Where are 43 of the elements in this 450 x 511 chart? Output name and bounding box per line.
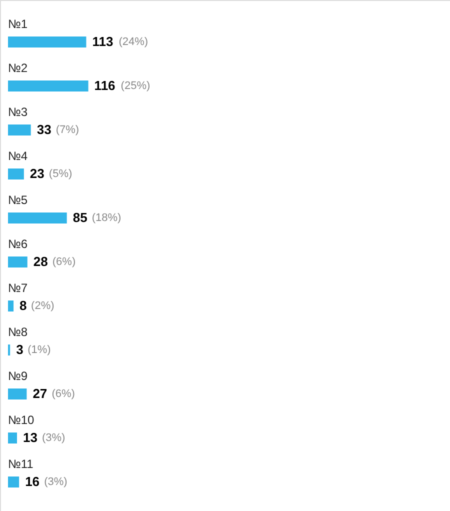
annotation: (2%): [31, 300, 54, 312]
y-tick-label: №9: [8, 369, 28, 383]
annotation: (7%): [56, 124, 80, 136]
data-label: 13: [23, 430, 38, 445]
bar: [8, 432, 17, 444]
y-tick-label: №6: [8, 237, 28, 251]
data-label: 113: [92, 34, 114, 49]
annotation: (25%): [120, 80, 150, 92]
data-label: 8: [20, 298, 27, 313]
annotation: (5%): [48, 168, 72, 180]
bar: [8, 36, 86, 48]
bar: [8, 80, 88, 92]
annotation: (3%): [42, 432, 66, 444]
data-label: 85: [72, 210, 88, 225]
bar: [8, 388, 27, 400]
bar: [8, 124, 31, 136]
y-tick-label: №10: [8, 413, 35, 427]
y-tick-label: №2: [8, 61, 28, 75]
bar: [8, 168, 24, 180]
data-label: 27: [32, 386, 48, 401]
y-tick-label: №5: [8, 193, 28, 207]
data-label: 16: [25, 474, 40, 489]
y-tick-label: №7: [8, 281, 28, 295]
y-tick-label: №11: [8, 457, 34, 471]
y-tick-label: №8: [8, 325, 28, 339]
bar: [8, 212, 67, 224]
bar: [8, 300, 14, 312]
bar: [8, 256, 28, 268]
annotation: (6%): [52, 388, 75, 400]
data-label: 3: [16, 342, 24, 357]
y-tick-label: №3: [8, 105, 28, 119]
data-label: 23: [30, 166, 44, 181]
data-label: 28: [33, 254, 48, 269]
annotation: (6%): [52, 256, 76, 268]
annotation: (24%): [118, 36, 148, 48]
data-label: 116: [94, 78, 116, 93]
annotation: (1%): [28, 344, 51, 356]
data-label: 33: [36, 122, 52, 137]
annotation: (18%): [92, 212, 122, 224]
y-tick-label: №4: [8, 149, 28, 163]
annotation: (3%): [44, 476, 68, 488]
bar: [8, 476, 20, 488]
y-tick-label: №1: [8, 17, 28, 31]
